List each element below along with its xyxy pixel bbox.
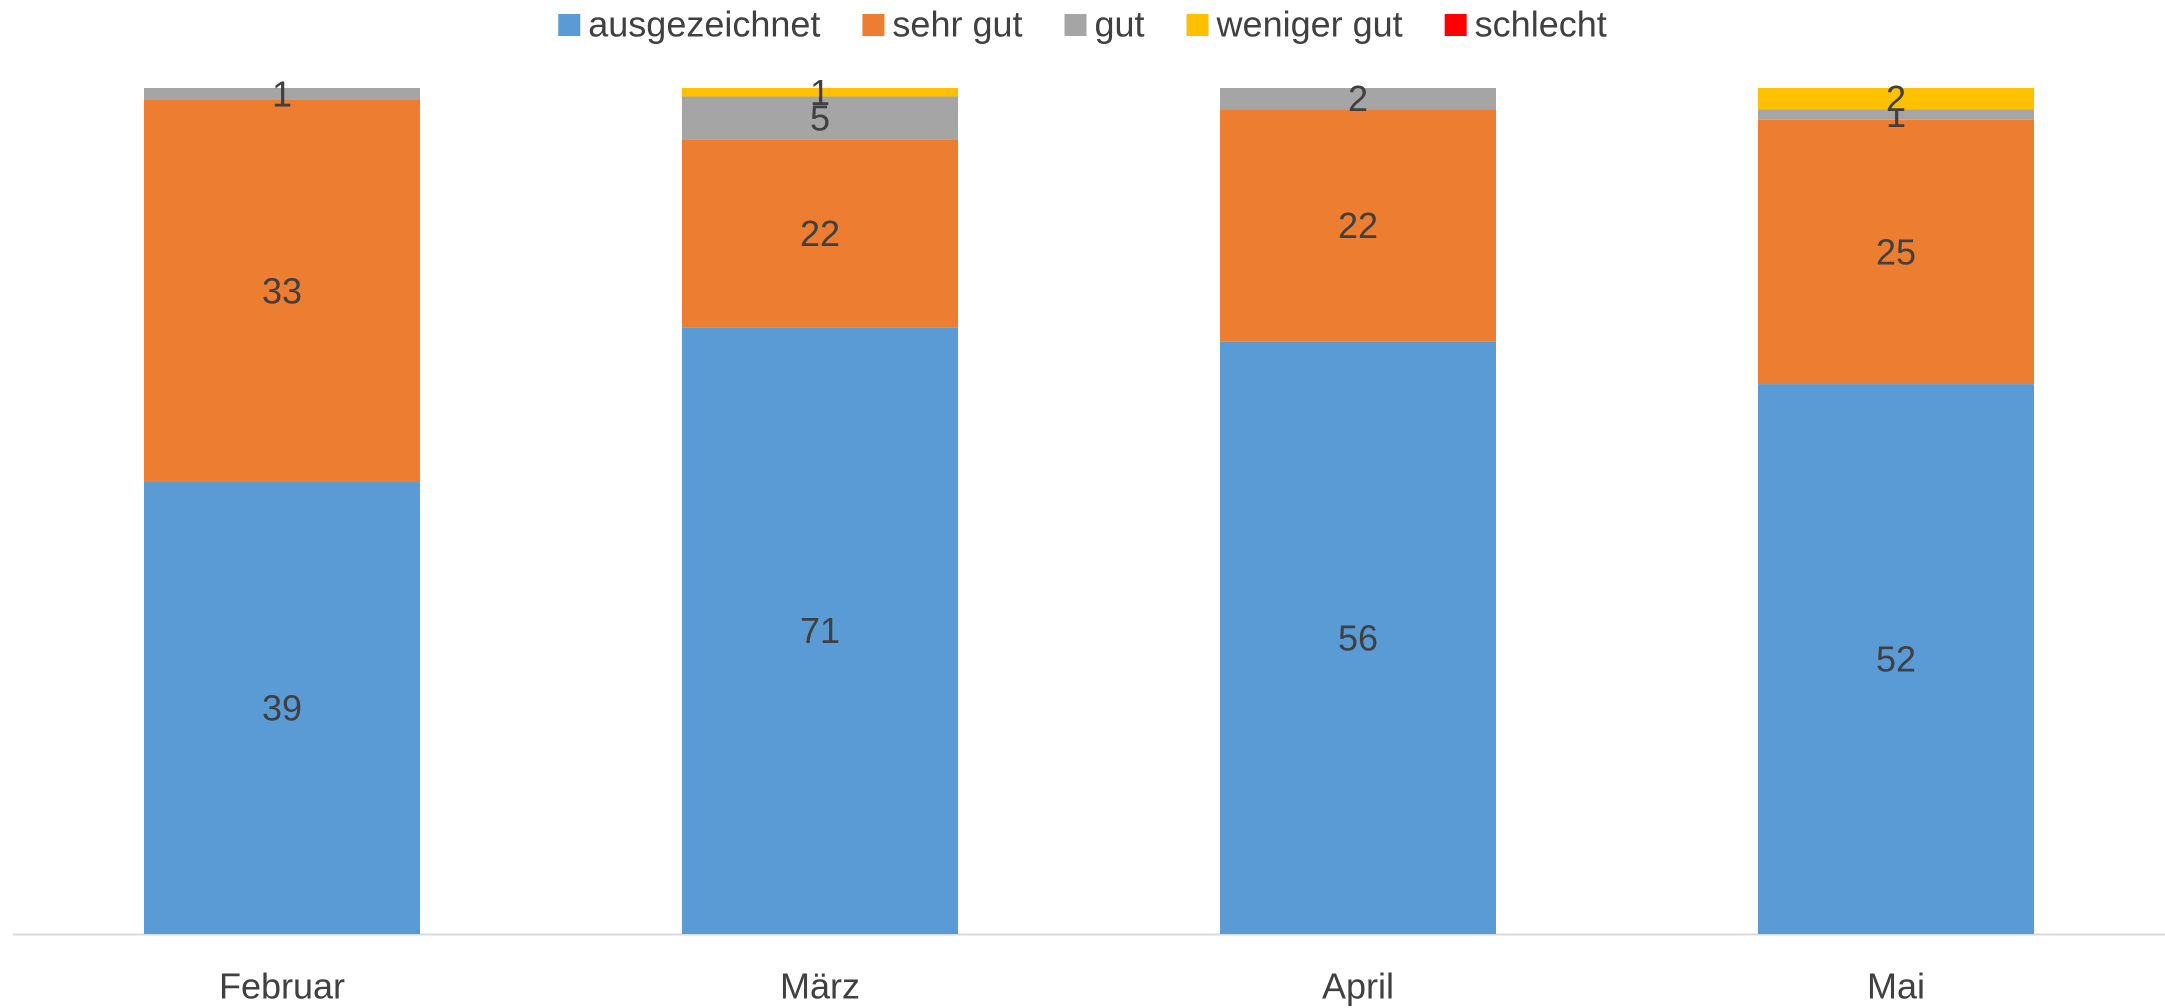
legend-swatch bbox=[1064, 14, 1087, 36]
data-label: 56 bbox=[1338, 617, 1378, 658]
data-label: 1 bbox=[810, 72, 830, 113]
bar-segment bbox=[682, 96, 958, 140]
data-label: 22 bbox=[1338, 205, 1378, 246]
data-label: 1 bbox=[272, 73, 292, 114]
bar-segment bbox=[682, 139, 958, 328]
x-tick-label: Mai bbox=[1867, 966, 1925, 1007]
legend-label: ausgezeichnet bbox=[588, 4, 820, 45]
data-label: 2 bbox=[1348, 78, 1368, 119]
legend-label: weniger gut bbox=[1216, 4, 1403, 45]
x-tick-label: April bbox=[1322, 966, 1394, 1007]
bar-segment bbox=[1758, 384, 2034, 935]
bar-segment bbox=[1220, 88, 1496, 110]
data-label: 5 bbox=[810, 97, 830, 138]
data-label: 39 bbox=[262, 688, 302, 729]
legend-label: gut bbox=[1095, 4, 1145, 45]
bar-segment bbox=[1758, 88, 2034, 110]
bar-segment bbox=[144, 88, 420, 100]
legend-swatch bbox=[1186, 14, 1209, 36]
legend: ausgezeichnet sehr gut gut weniger gut schle… bbox=[558, 4, 1607, 45]
bar-segment bbox=[1758, 119, 2034, 385]
data-label: 33 bbox=[262, 270, 302, 311]
bar-segment bbox=[1758, 109, 2034, 120]
data-label: 71 bbox=[800, 610, 840, 651]
x-tick-label: Februar bbox=[219, 966, 345, 1007]
bar-segment bbox=[1220, 109, 1496, 342]
legend-label: sehr gut bbox=[892, 4, 1022, 45]
legend-swatch bbox=[1444, 14, 1467, 36]
data-label: 2 bbox=[1886, 78, 1906, 119]
bar-segment bbox=[144, 482, 420, 934]
data-label: 25 bbox=[1876, 231, 1916, 272]
legend-swatch bbox=[862, 14, 885, 36]
bar-segment bbox=[682, 88, 958, 97]
bar-segment bbox=[144, 99, 420, 483]
bar-segment bbox=[682, 327, 958, 935]
legend-label: schlecht bbox=[1475, 4, 1607, 45]
data-label: 52 bbox=[1876, 639, 1916, 680]
data-label: 22 bbox=[800, 213, 840, 254]
bar-segment bbox=[1220, 341, 1496, 934]
legend-swatch bbox=[558, 14, 581, 36]
x-tick-label: März bbox=[780, 966, 860, 1007]
